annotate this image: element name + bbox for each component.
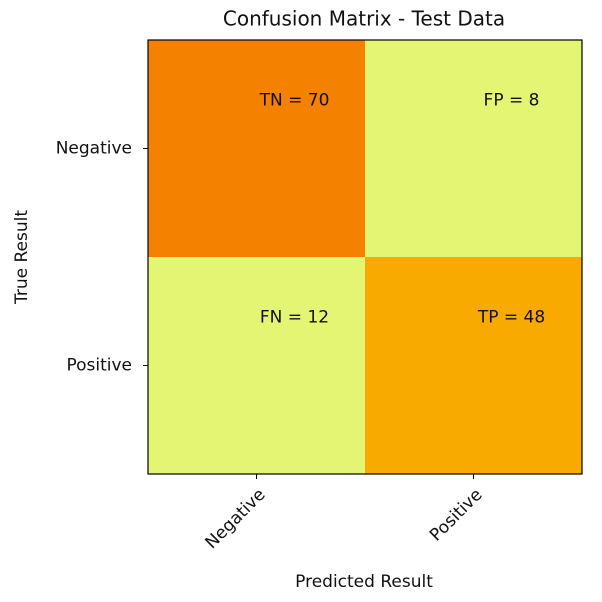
x-axis-label: Predicted Result (295, 572, 433, 592)
cell-label: TN = 70 (259, 91, 330, 111)
cell (365, 257, 582, 474)
x-tick-label: Positive (426, 485, 486, 545)
y-tick-label: Negative (56, 139, 132, 159)
cell (148, 257, 365, 474)
cell-label: FP = 8 (484, 91, 540, 111)
chart-title: Confusion Matrix - Test Data (223, 7, 505, 31)
y-axis-label: True Result (12, 210, 32, 305)
plot-frame (147, 39, 583, 475)
cell (365, 40, 582, 257)
cell (148, 40, 365, 257)
y-tick-label: Positive (66, 356, 132, 376)
x-tick-label: Negative (201, 485, 269, 553)
cell-label: FN = 12 (260, 308, 329, 328)
cell-label: TP = 48 (477, 308, 545, 328)
